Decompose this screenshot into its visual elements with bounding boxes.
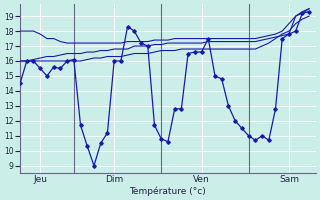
X-axis label: Température (°c): Température (°c) bbox=[130, 186, 206, 196]
